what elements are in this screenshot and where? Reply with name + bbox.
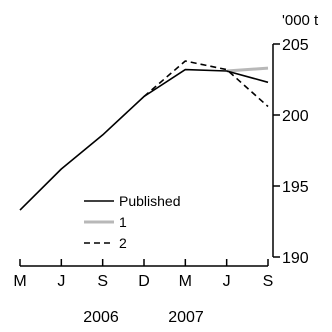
y-tick-label-190: 190 [282, 250, 309, 267]
y-tick-label-195: 195 [282, 179, 309, 196]
legend-label-2: 2 [119, 235, 127, 251]
series-layer [19, 60, 269, 211]
axes [19, 43, 280, 267]
y-unit-label: '000 t [282, 12, 319, 29]
year-label-2007: 2007 [168, 309, 204, 326]
legend: Published 1 2 [84, 193, 181, 251]
x-tick-label-5: J [223, 273, 231, 290]
x-tick-label-4: M [179, 273, 192, 290]
series-line-1 [226, 66, 269, 73]
y-tick-label-205: 205 [282, 37, 309, 54]
x-tick-label-6: S [263, 273, 274, 290]
y-tick-label-200: 200 [282, 108, 309, 125]
x-tick-label-2: S [97, 273, 108, 290]
x-tick-label-1: J [57, 273, 65, 290]
legend-label-published: Published [119, 193, 181, 209]
tick-labels: 190 195 200 205 M J S D M J S 2006 2007 [13, 37, 308, 326]
legend-label-1: 1 [119, 214, 127, 230]
x-tick-label-0: M [13, 273, 26, 290]
series-line-2 [143, 60, 269, 108]
series-line-published [19, 68, 269, 211]
year-label-2006: 2006 [83, 309, 119, 326]
x-tick-label-3: D [138, 273, 150, 290]
